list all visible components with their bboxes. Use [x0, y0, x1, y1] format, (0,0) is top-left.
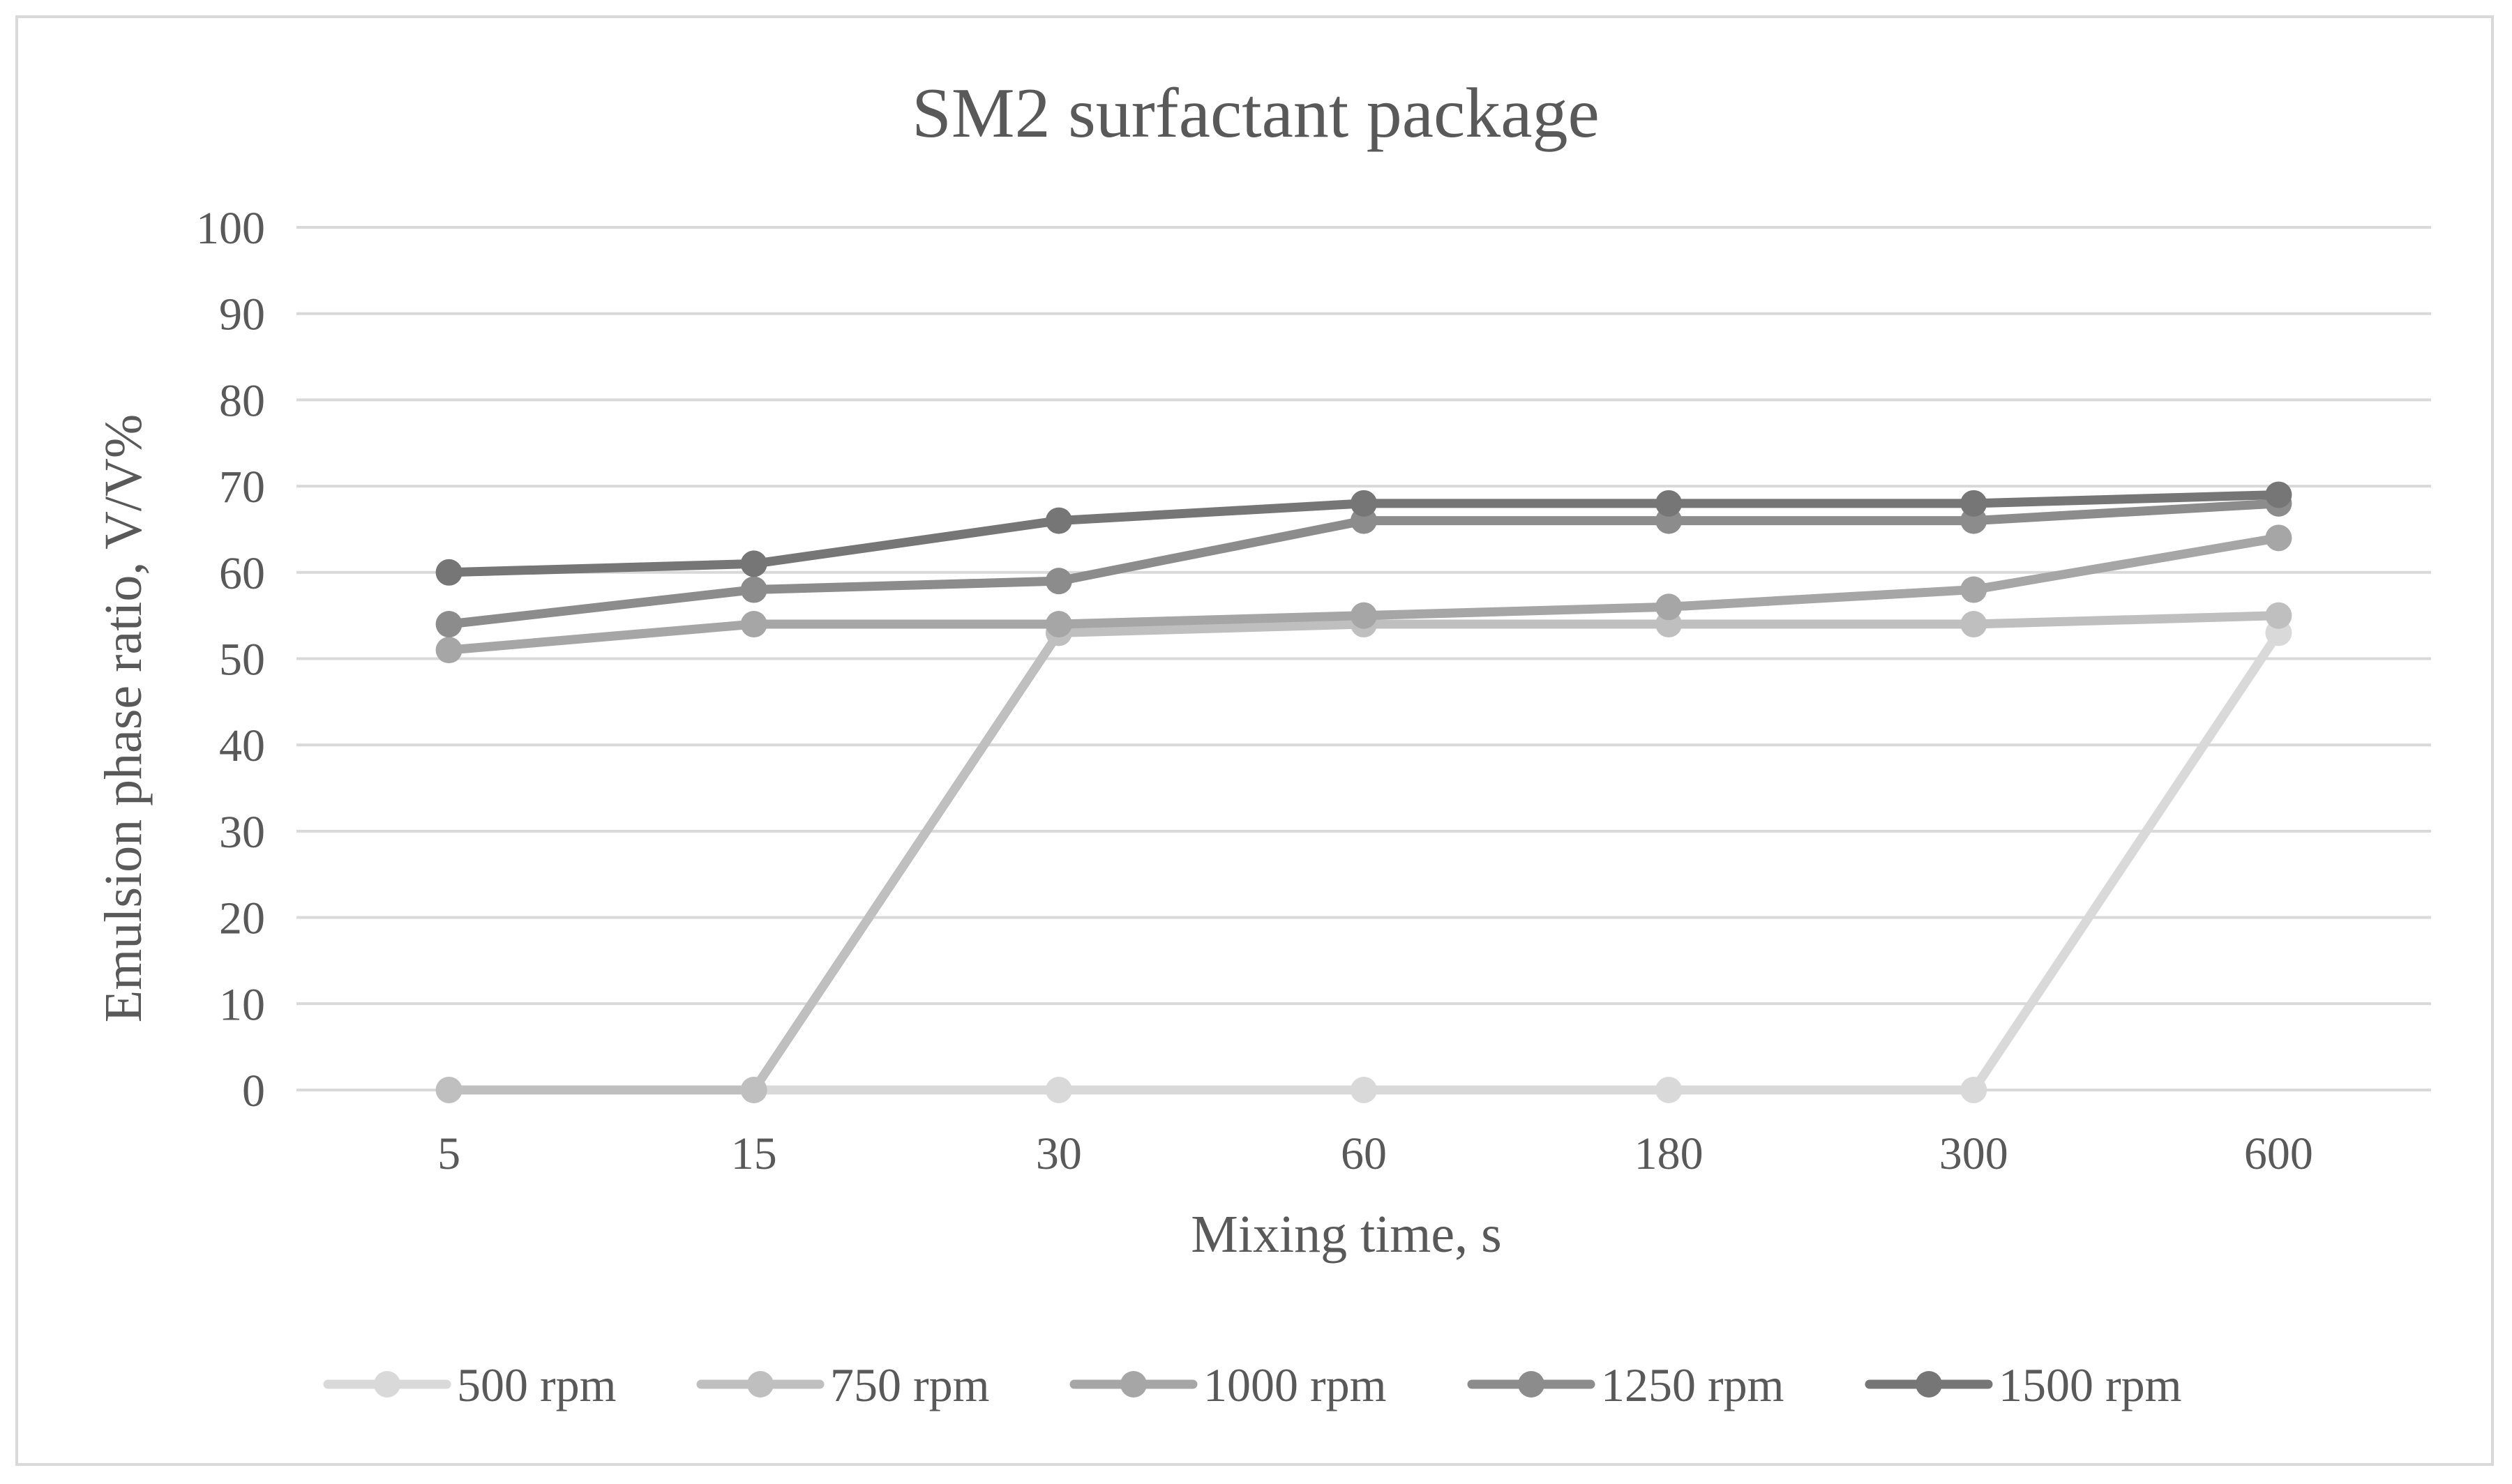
y-tick-label: 20	[219, 893, 265, 944]
legend: 500 rpm 750 rpm 1000 rpm 1250 rpm 1500 rpm	[323, 1358, 2182, 1411]
legend-item-1250-rpm: 1250 rpm	[1467, 1358, 1784, 1411]
data-point	[435, 1077, 462, 1103]
data-point	[1045, 1077, 1072, 1103]
legend-swatch-marker	[1916, 1371, 1942, 1398]
x-tick-label: 180	[1634, 1128, 1704, 1179]
data-point	[1960, 611, 1987, 638]
data-point	[1655, 490, 1683, 517]
data-point	[2265, 524, 2292, 552]
data-point	[1045, 507, 1072, 534]
data-point	[740, 1077, 767, 1103]
x-tick-label: 300	[1939, 1128, 2008, 1179]
data-point	[2265, 481, 2292, 508]
legend-item-500-rpm: 500 rpm	[323, 1358, 617, 1411]
data-point	[1655, 1077, 1683, 1103]
legend-swatch-marker	[747, 1371, 774, 1398]
data-point	[1655, 593, 1683, 621]
data-point	[1045, 568, 1072, 595]
y-axis-ticks: 0 10 20 30 40 50 60 70 80 90 100	[196, 203, 265, 1116]
x-tick-label: 15	[731, 1128, 777, 1179]
x-tick-label: 60	[1341, 1128, 1387, 1179]
y-axis-label: Emulsion phase ratio, V/V%	[94, 414, 153, 1022]
legend-label: 1500 rpm	[1999, 1358, 2182, 1411]
chart-title: SM2 surfactant package	[912, 74, 1600, 153]
y-tick-label: 80	[219, 375, 265, 426]
x-tick-label: 30	[1036, 1128, 1082, 1179]
data-point	[435, 637, 462, 664]
data-point	[1960, 576, 1987, 603]
x-tick-label: 600	[2244, 1128, 2313, 1179]
gridlines	[296, 226, 2431, 1091]
legend-label: 750 rpm	[830, 1358, 990, 1411]
legend-label: 1250 rpm	[1601, 1358, 1784, 1411]
series-markers	[435, 481, 2292, 1103]
y-tick-label: 40	[219, 720, 265, 771]
legend-swatch-marker	[374, 1371, 400, 1398]
data-point	[435, 611, 462, 638]
y-tick-label: 60	[219, 548, 265, 599]
legend-item-1000-rpm: 1000 rpm	[1069, 1358, 1387, 1411]
series-line-750-rpm	[444, 611, 2283, 1095]
y-tick-label: 90	[219, 289, 265, 340]
legend-item-1500-rpm: 1500 rpm	[1865, 1358, 2182, 1411]
y-tick-label: 50	[219, 635, 265, 686]
legend-item-750-rpm: 750 rpm	[696, 1358, 990, 1411]
legend-label: 500 rpm	[457, 1358, 617, 1411]
series-lines	[444, 490, 2283, 1095]
data-point	[2265, 602, 2292, 629]
y-tick-label: 30	[219, 807, 265, 858]
x-tick-label: 5	[437, 1128, 460, 1179]
data-point	[1045, 611, 1072, 638]
data-point	[435, 559, 462, 586]
y-tick-label: 0	[242, 1066, 265, 1116]
data-point	[1351, 490, 1377, 517]
x-axis-ticks: 5 15 30 60 180 300 600	[437, 1128, 2313, 1179]
data-point	[1960, 1077, 1987, 1103]
legend-swatch-marker	[1518, 1371, 1544, 1398]
data-point	[1351, 1077, 1377, 1103]
y-tick-label: 70	[219, 462, 265, 513]
legend-label: 1000 rpm	[1203, 1358, 1387, 1411]
data-point	[740, 611, 767, 638]
series-line-500-rpm	[444, 628, 2283, 1095]
data-point	[740, 576, 767, 603]
data-point	[1351, 602, 1377, 629]
data-point	[1960, 490, 1987, 517]
chart-frame	[15, 15, 2494, 1466]
y-tick-label: 10	[219, 979, 265, 1030]
x-axis-label: Mixing time, s	[1191, 1205, 1501, 1264]
y-tick-label: 100	[196, 203, 265, 254]
data-point	[740, 550, 767, 577]
legend-swatch-marker	[1120, 1371, 1147, 1398]
